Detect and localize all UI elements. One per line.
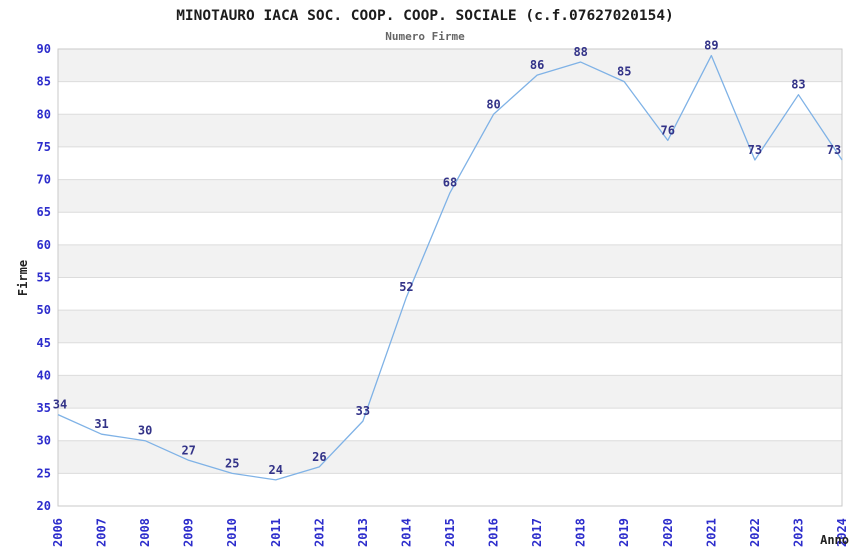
data-point-label: 68 [443, 176, 457, 190]
x-tick-label: 2012 [312, 518, 326, 547]
data-point-label: 88 [573, 45, 587, 59]
x-tick-label: 2011 [269, 518, 283, 547]
grid-band [58, 375, 842, 409]
x-tick-label: 2008 [138, 518, 152, 547]
data-point-label: 25 [225, 456, 239, 470]
data-point-label: 31 [94, 417, 108, 431]
y-tick-label: 85 [37, 75, 51, 89]
data-point-label: 34 [53, 398, 67, 412]
grid-band [58, 179, 842, 213]
x-tick-label: 2016 [487, 518, 501, 547]
data-point-label: 86 [530, 58, 544, 72]
x-tick-label: 2017 [530, 518, 544, 547]
data-point-label: 24 [269, 463, 283, 477]
data-point-label: 76 [661, 123, 675, 137]
x-tick-label: 2013 [356, 518, 370, 547]
x-tick-label: 2014 [399, 518, 413, 547]
grid-band [58, 49, 842, 82]
y-tick-label: 65 [37, 205, 51, 219]
x-tick-label: 2009 [182, 518, 196, 547]
y-tick-label: 35 [37, 401, 51, 415]
data-line [57, 54, 843, 481]
x-tick-label: 2024 [835, 518, 849, 547]
x-axis-title: Anno [820, 533, 849, 547]
y-tick-label: 20 [37, 499, 51, 513]
data-point-label: 80 [486, 97, 500, 111]
grid-band [58, 114, 842, 147]
data-point-label: 89 [704, 39, 718, 53]
grid-band [58, 244, 842, 278]
y-tick-label: 45 [37, 336, 51, 350]
data-point-label: 73 [748, 143, 762, 157]
grid-band [58, 342, 842, 376]
data-point-label: 52 [399, 280, 413, 294]
data-point-label: 83 [791, 78, 805, 92]
grid-band [58, 440, 842, 474]
grid-band [58, 277, 842, 311]
y-tick-label: 80 [37, 107, 51, 121]
y-tick-label: 25 [37, 466, 51, 480]
y-tick-label: 70 [37, 173, 51, 187]
x-tick-label: 2010 [225, 518, 239, 547]
y-tick-label: 55 [37, 271, 51, 285]
x-tick-label: 2015 [443, 518, 457, 547]
chart-subtitle: Numero Firme [385, 30, 465, 43]
x-tick-label: 2019 [617, 518, 631, 547]
grid-band [58, 473, 842, 506]
y-tick-label: 90 [37, 42, 51, 56]
y-tick-label: 40 [37, 368, 51, 382]
y-tick-label: 50 [37, 303, 51, 317]
data-point-label: 85 [617, 65, 631, 79]
data-point-label: 27 [181, 443, 195, 457]
x-tick-label: 2020 [661, 518, 675, 547]
chart-title: MINOTAURO IACA SOC. COOP. COOP. SOCIALE … [176, 8, 674, 24]
x-tick-label: 2018 [574, 518, 588, 547]
x-tick-label: 2023 [791, 518, 805, 547]
data-point-label: 33 [356, 404, 370, 418]
y-axis-title: Firme [16, 260, 30, 296]
chart-generated-layers: 20 25 30 35 40 45 50 55 60 65 70 75 80 85 90 2006 2007 20… [37, 39, 849, 547]
x-tick-label: 2021 [704, 518, 718, 547]
y-tick-label: 60 [37, 238, 51, 252]
data-point-label: 73 [827, 143, 841, 157]
grid-band [58, 212, 842, 245]
data-point-label: 26 [312, 450, 326, 464]
grid-band [58, 146, 842, 180]
x-tick-label: 2022 [748, 518, 762, 547]
x-tick-label: 2006 [51, 518, 65, 547]
y-tick-label: 30 [37, 434, 51, 448]
y-tick-label: 75 [37, 140, 51, 154]
grid-band [58, 310, 842, 343]
grid-band [58, 81, 842, 115]
x-tick-label: 2007 [95, 518, 109, 547]
plot-border [57, 48, 843, 507]
data-point-label: 30 [138, 424, 152, 438]
grid-band [58, 408, 842, 441]
